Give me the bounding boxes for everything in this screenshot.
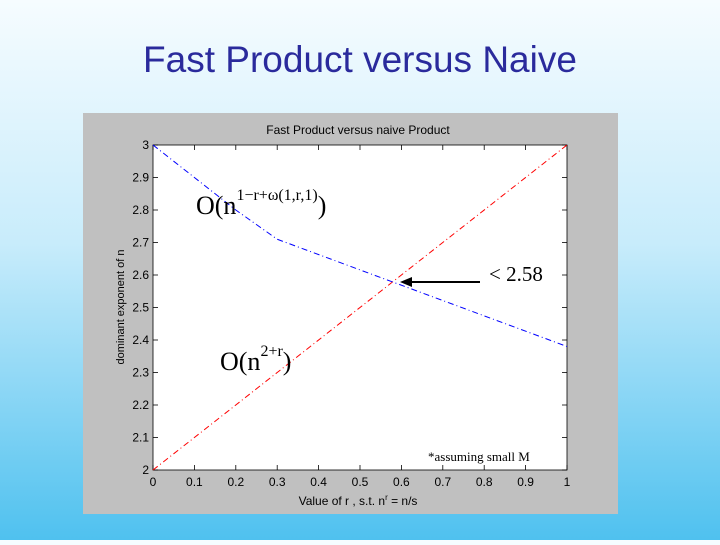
x-label-text: Value of r , s.t. n [299,494,385,508]
x-tick-label: 0.3 [269,475,286,489]
y-tick-label: 2.5 [132,301,149,315]
y-tick-label: 2 [142,463,149,477]
y-tick-label: 2.6 [132,268,149,282]
annotation: O(n2+r) [220,343,291,376]
x-tick-label: 0 [150,475,157,489]
annotation-sup: 1−r+ω(1,r,1) [236,187,317,204]
annotation: O(n1−r+ω(1,r,1)) [196,187,326,220]
x-tick-label: 0.2 [227,475,244,489]
line [152,144,568,471]
y-tick-label: 2.4 [132,333,149,347]
annotation-end: ) [318,191,327,220]
x-tick-label: 0.4 [310,475,327,489]
x-tick-label: 0.7 [434,475,451,489]
x-tick-label: 0.9 [517,475,534,489]
x-tick-label: 0.8 [476,475,493,489]
y-tick-label: 2.7 [132,236,149,250]
arrow-head [400,277,412,287]
y-tick-label: 2.3 [132,366,149,380]
chart-title: Fast Product versus naive Product [266,123,450,137]
y-tick-label: 2.8 [132,203,149,217]
x-tick-label: 0.6 [393,475,410,489]
plot: 0 0.1 0.2 0.3 0.4 0.5 0.6 0.7 0.8 0.9 1 2 2.1 2.2 2.3 2… [132,138,570,489]
y-tick-label: 2.2 [132,398,149,412]
x-tick-label: 0.1 [186,475,203,489]
y-tick-label: 2.9 [132,171,149,185]
y-tick-label: 3 [142,138,149,152]
x-label-sup: r [385,493,388,502]
annotation-end: ) [283,347,292,376]
y-tick-label: 2.1 [132,431,149,445]
annotation-text: O(n [196,191,236,220]
annotation-sup: 2+r [260,343,283,360]
x-tick-label: 1 [564,475,571,489]
x-tick-label: 0.5 [352,475,369,489]
line [152,144,568,347]
slide-title: Fast Product versus Naive [143,39,577,80]
x-axis-label: Value of r , s.t. nr = n/s [299,493,418,508]
annotation-text: O(n [220,347,260,376]
x-label-end: = n/s [388,494,418,508]
annotation: *assuming small M [428,449,530,464]
annotation: < 2.58 [489,262,543,286]
y-axis-label: dominant exponent of n [115,250,127,365]
